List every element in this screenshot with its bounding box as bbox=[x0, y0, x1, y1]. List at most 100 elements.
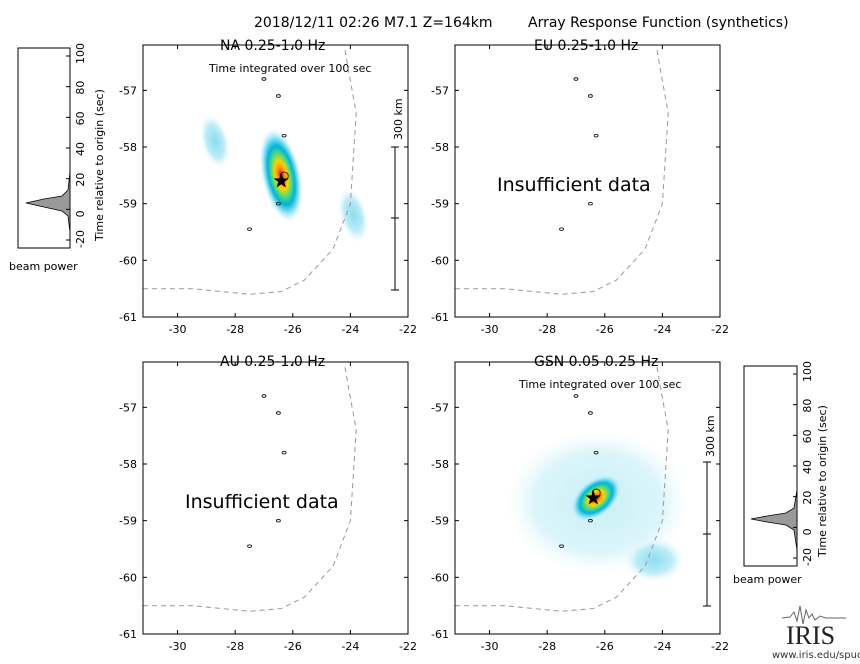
island bbox=[261, 394, 267, 398]
beam-sidelobe bbox=[624, 538, 685, 582]
scale-label: 300 km bbox=[704, 415, 717, 457]
plot-area bbox=[143, 47, 369, 295]
y-tick-label: -58 bbox=[119, 141, 137, 154]
x-tick-label: -24 bbox=[653, 323, 671, 336]
beam-ticks-right: -20 0 20 40 60 80 100 bbox=[793, 361, 814, 566]
y-tick-label: -59 bbox=[119, 198, 137, 211]
island bbox=[247, 227, 252, 231]
panel-title: NA 0.25-1.0 Hz bbox=[220, 38, 325, 54]
coastline bbox=[143, 364, 357, 612]
island bbox=[559, 227, 564, 231]
beam-tick-label: 100 bbox=[74, 43, 87, 64]
island bbox=[275, 518, 281, 523]
plot-frame bbox=[142, 44, 409, 318]
beam-sidelobe bbox=[199, 114, 231, 169]
y-tick-label: -59 bbox=[431, 198, 449, 211]
x-tick-label: -30 bbox=[169, 323, 187, 336]
insufficient-data-label: Insufficient data bbox=[497, 174, 651, 196]
x-tick-label: -30 bbox=[481, 323, 499, 336]
island bbox=[593, 450, 599, 455]
epicenter-star bbox=[585, 490, 601, 505]
epicenter-star bbox=[273, 173, 289, 188]
product-title: Array Response Function (synthetics) bbox=[528, 15, 789, 31]
beam-tick-label: 40 bbox=[74, 142, 87, 156]
beam-tick-label: 80 bbox=[74, 81, 87, 95]
x-tick-label: -30 bbox=[169, 640, 187, 653]
beam-tick-label: 80 bbox=[801, 399, 814, 413]
x-tick-label: -26 bbox=[596, 640, 614, 653]
y-tick-label: -58 bbox=[431, 458, 449, 471]
beam-frame bbox=[743, 365, 798, 567]
coastline bbox=[143, 47, 357, 295]
x-tick-label: -22 bbox=[711, 640, 729, 653]
plot-frame bbox=[142, 361, 409, 635]
beam-tick-label: 100 bbox=[801, 361, 814, 382]
island bbox=[247, 544, 252, 548]
beam-ylabel-left: Time relative to origin (sec) bbox=[93, 89, 106, 242]
map-panel-eu: EU 0.25-1.0 Hz Insufficient data -30 -28 -… bbox=[431, 38, 729, 336]
plot-area bbox=[455, 364, 691, 612]
iris-logo: IRIS www.iris.edu/spud bbox=[772, 605, 860, 661]
beam-panel-right: -20 0 20 40 60 80 100 beam power Time relative… bbox=[733, 361, 829, 586]
y-tick-label: -61 bbox=[431, 311, 449, 324]
island bbox=[275, 201, 281, 206]
beam-tick-label: 0 bbox=[74, 210, 87, 217]
beam-tick-label: 60 bbox=[74, 111, 87, 125]
plot-area bbox=[455, 47, 669, 295]
x-tick-label: -30 bbox=[481, 640, 499, 653]
y-tick-label: -60 bbox=[431, 571, 449, 584]
plot-frame bbox=[454, 44, 721, 318]
logo-text: IRIS bbox=[786, 621, 835, 650]
island bbox=[587, 411, 593, 415]
y-tick-label: -57 bbox=[431, 84, 449, 97]
island bbox=[281, 133, 287, 138]
footer-url: www.iris.edu/spud bbox=[772, 650, 860, 661]
x-tick-label: -26 bbox=[284, 323, 302, 336]
x-tick-label: -24 bbox=[341, 323, 359, 336]
island bbox=[573, 77, 579, 81]
y-tick-label: -58 bbox=[119, 458, 137, 471]
x-tick-label: -24 bbox=[653, 640, 671, 653]
island bbox=[261, 77, 267, 81]
beam-tick-label: 20 bbox=[74, 173, 87, 187]
y-tick-label: -59 bbox=[119, 515, 137, 528]
beam-curve bbox=[25, 171, 71, 233]
coastline bbox=[455, 364, 669, 612]
y-tick-label: -57 bbox=[119, 401, 137, 414]
coastline bbox=[455, 47, 669, 295]
scale-bar-gsn: 300 km bbox=[703, 415, 717, 607]
beam-label-left: beam power bbox=[9, 260, 78, 273]
x-tick-label: -24 bbox=[341, 640, 359, 653]
x-tick-label: -28 bbox=[538, 323, 556, 336]
x-tick-label: -22 bbox=[711, 323, 729, 336]
beam-sidelobe bbox=[337, 187, 369, 243]
island bbox=[587, 94, 593, 98]
y-tick-label: -57 bbox=[431, 401, 449, 414]
scale-label: 300 km bbox=[392, 98, 405, 140]
y-tick-label: -61 bbox=[119, 311, 137, 324]
x-tick-label: -22 bbox=[399, 323, 417, 336]
island bbox=[587, 201, 593, 206]
x-tick-label: -26 bbox=[284, 640, 302, 653]
x-tick-label: -22 bbox=[399, 640, 417, 653]
y-tick-label: -60 bbox=[119, 571, 137, 584]
plot-frame bbox=[454, 361, 721, 635]
scale-bar-na: 300 km bbox=[391, 98, 405, 291]
panel-title: EU 0.25-1.0 Hz bbox=[534, 38, 638, 54]
y-tick-label: -59 bbox=[431, 515, 449, 528]
beam-curve bbox=[750, 489, 798, 551]
event-title: 2018/12/11 02:26 M7.1 Z=164km bbox=[254, 15, 493, 31]
x-tick-label: -28 bbox=[226, 640, 244, 653]
beam-tick-label: 60 bbox=[801, 429, 814, 443]
x-tick-label: -26 bbox=[596, 323, 614, 336]
plot-area bbox=[143, 364, 357, 612]
island bbox=[281, 450, 287, 455]
beam-tick-label: 0 bbox=[801, 528, 814, 535]
insufficient-data-label: Insufficient data bbox=[185, 491, 339, 513]
island bbox=[275, 94, 281, 98]
island bbox=[593, 133, 599, 138]
island bbox=[559, 544, 564, 548]
beam-tick-label: 40 bbox=[801, 460, 814, 474]
beam-tick-label: -20 bbox=[74, 230, 87, 248]
